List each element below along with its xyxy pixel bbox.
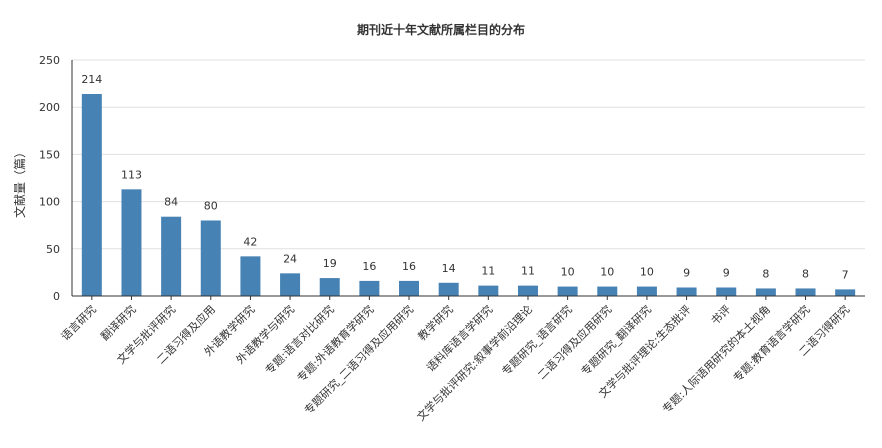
data-label: 11 [521, 265, 535, 278]
y-tick-label: 50 [46, 243, 60, 256]
data-label: 16 [362, 260, 376, 273]
bar [755, 288, 776, 296]
data-label: 11 [481, 265, 495, 278]
x-tick-label: 二语习得及应用研究 [534, 302, 614, 382]
x-tick-labels: 语言研究 翻译研究文学与批评研究二语习得及应用外语教学研究外语教学与研究专题:语言… [58, 302, 852, 423]
data-label: 14 [442, 262, 456, 275]
x-tick-label: 专题:语言对比研究 [262, 302, 337, 377]
data-label: 80 [204, 199, 218, 212]
data-label: 8 [762, 267, 769, 280]
gridlines [72, 59, 865, 250]
y-tick-label: 250 [39, 54, 60, 67]
y-tick-label: 150 [39, 148, 60, 161]
data-label: 9 [723, 267, 730, 280]
x-tick-label: 语料库语言学研究 [423, 302, 495, 374]
bar [319, 278, 340, 296]
y-axis-label: 文献量（篇） [12, 146, 27, 218]
bar [676, 287, 697, 296]
bar [597, 286, 618, 296]
bar [399, 280, 420, 296]
x-tick-label: 教学研究 [415, 302, 456, 343]
y-tick-label: 0 [53, 290, 60, 303]
axes [71, 60, 865, 300]
bar [161, 216, 182, 296]
bar [438, 282, 459, 296]
bar [359, 280, 380, 296]
y-tick-label: 200 [39, 101, 60, 114]
data-label: 42 [243, 235, 257, 248]
bar [478, 285, 499, 296]
data-label: 24 [283, 252, 297, 265]
x-tick-label: 专题研究_语言研究 [499, 302, 575, 378]
data-label: 9 [683, 267, 690, 280]
data-label: 19 [323, 257, 337, 270]
x-tick-label: 专题研究_翻译研究 [578, 302, 654, 378]
data-label: 214 [81, 73, 102, 86]
y-tick-labels: 0 50 100 150 200 250 [39, 54, 60, 303]
bar [716, 287, 737, 296]
bar [200, 220, 221, 296]
x-tick-label: 专题:外语教育学研究 [294, 302, 377, 385]
data-label: 10 [640, 266, 654, 279]
bar [557, 286, 578, 296]
bar [280, 273, 301, 296]
bar [121, 189, 142, 296]
data-label: 10 [561, 266, 575, 279]
data-label: 8 [802, 267, 809, 280]
x-tick-label: 翻译研究 [98, 302, 139, 343]
data-label: 7 [842, 268, 849, 281]
bar [517, 285, 538, 296]
bar [240, 256, 261, 296]
data-label: 113 [121, 168, 142, 181]
bar [636, 286, 657, 296]
bar [795, 288, 816, 296]
chart-title: 期刊近十年文献所属栏目的分布 [357, 22, 525, 37]
data-labels: 214 113 84 80 42 24 19 16 16 14 11 11 10 10 10 9 9 8 8 7 [81, 73, 848, 281]
x-tick-label: 语言研究 [58, 302, 99, 343]
bar [81, 93, 102, 296]
x-tick-label: 书评 [709, 303, 734, 328]
data-label: 16 [402, 260, 416, 273]
x-tick-label: 专题:教育语言学研究 [730, 302, 813, 385]
y-tick-label: 100 [39, 196, 60, 209]
data-label: 84 [164, 196, 178, 209]
bar [835, 289, 856, 296]
bar-series [81, 93, 856, 296]
data-label: 10 [600, 266, 614, 279]
